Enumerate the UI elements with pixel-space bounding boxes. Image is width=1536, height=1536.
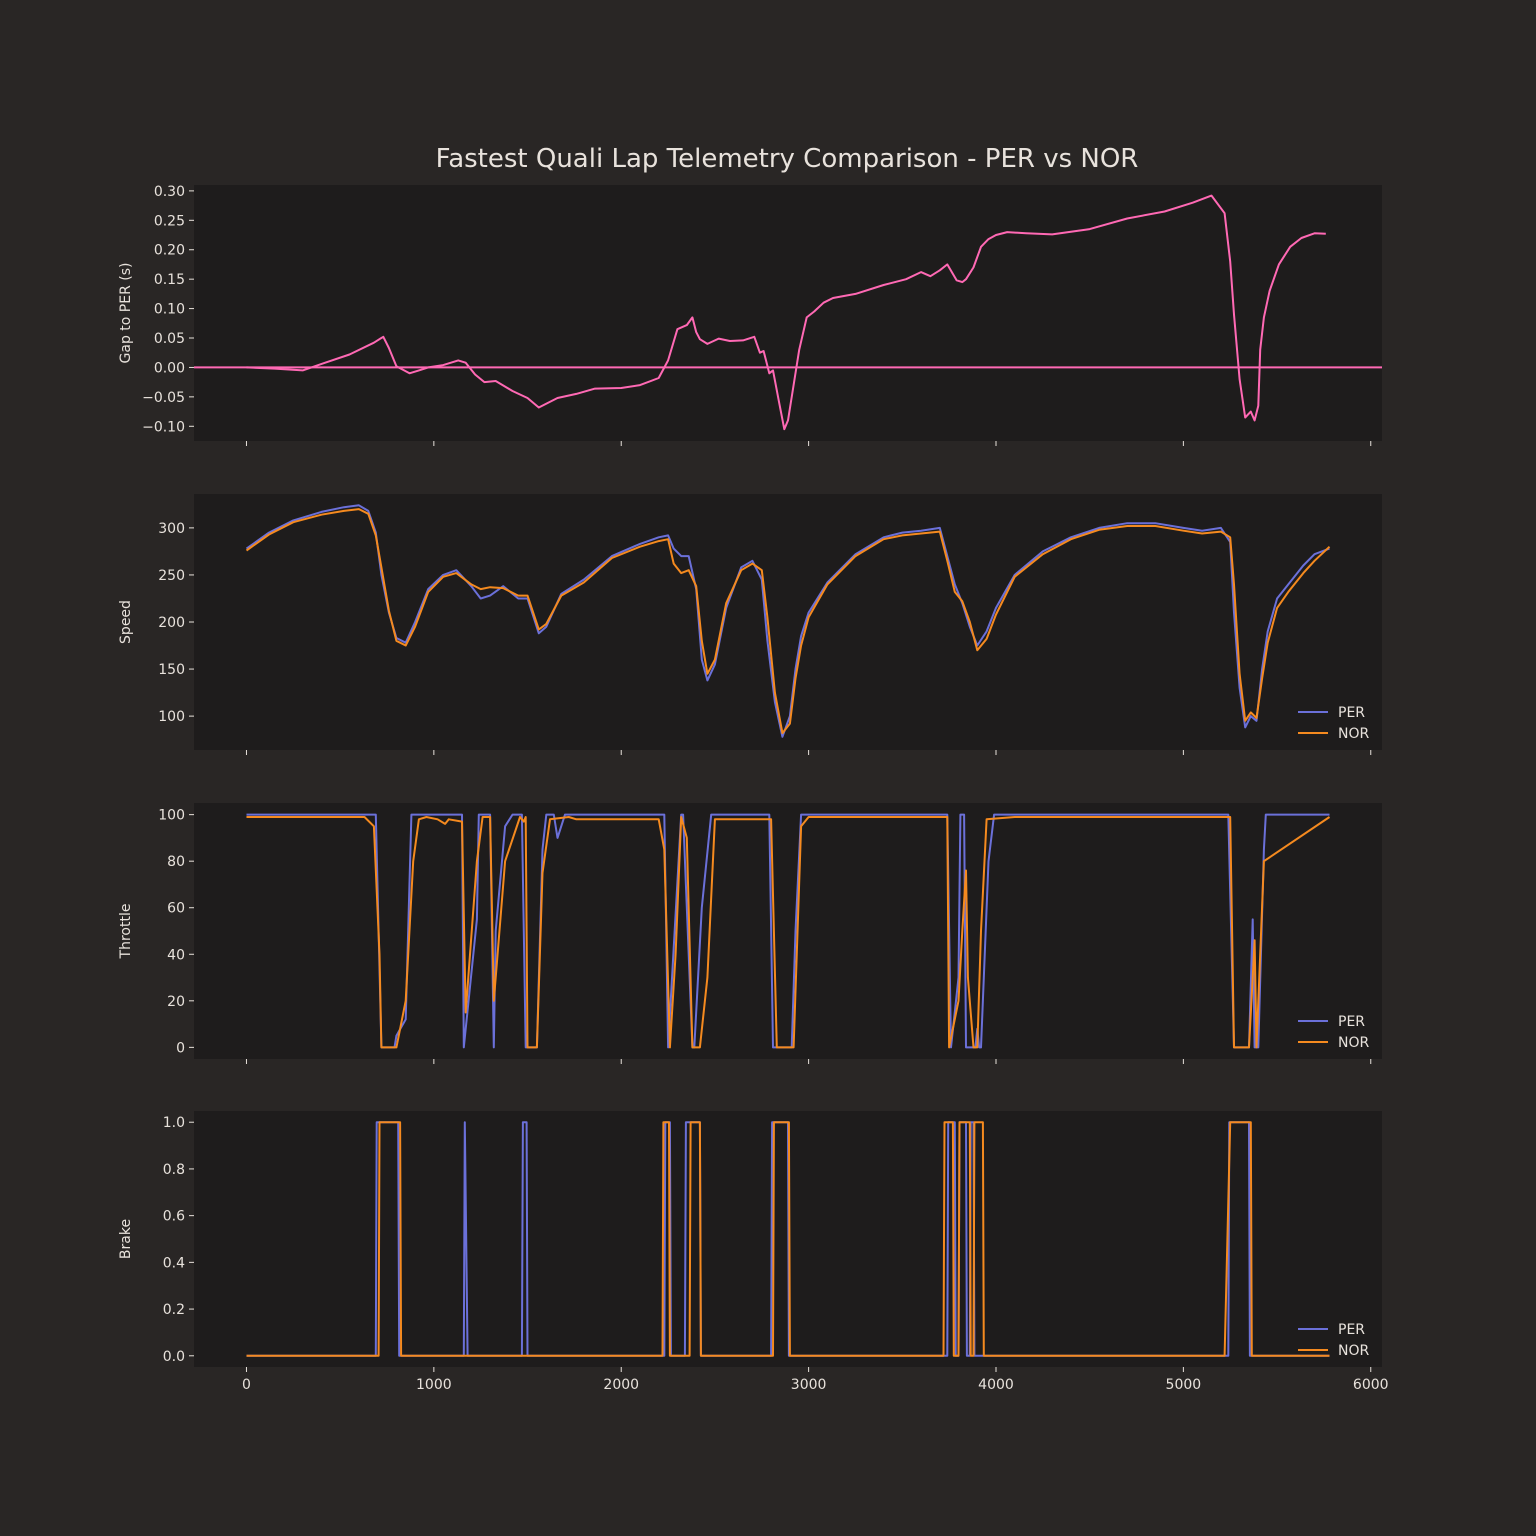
y-tick-label: −0.05 xyxy=(142,390,185,406)
y-tick-label: 0.30 xyxy=(154,184,185,200)
legend-label-nor: NOR xyxy=(1338,726,1369,742)
legend-throttle: PER NOR xyxy=(1298,1014,1369,1051)
panel-gap: −0.10 −0.05 0.00 0.05 0.10 0.15 0.20 0.25 0.30 Ga… xyxy=(118,184,1382,446)
legend-label-nor: NOR xyxy=(1338,1343,1369,1359)
y-tick-label: 250 xyxy=(158,568,185,584)
y-tick-label: 0.20 xyxy=(154,243,185,259)
legend-label-per: PER xyxy=(1338,705,1365,721)
plot-area-speed xyxy=(245,504,1331,738)
y-axis-label: Gap to PER (s) xyxy=(118,263,134,364)
legend-speed: PER NOR xyxy=(1298,705,1369,742)
y-tick-label: 40 xyxy=(167,947,185,963)
y-tick-label: 0.25 xyxy=(154,213,185,229)
y-tick-label: 1.0 xyxy=(163,1115,185,1131)
chart-panels: −0.10−0.050.000.050.100.150.200.250.30Ga… xyxy=(118,184,1389,1393)
y-tick-label: 60 xyxy=(167,901,185,917)
legend-label-nor: NOR xyxy=(1338,1035,1369,1051)
plot-area-throttle xyxy=(246,813,1331,1049)
y-tick-label: 300 xyxy=(158,521,185,537)
y-axis-label: Speed xyxy=(118,600,134,644)
y-axis-label: Brake xyxy=(118,1219,134,1259)
panel-throttle: 0 20 40 60 80 100 Throttle PER NOR xyxy=(118,803,1382,1064)
y-tick-label: 0.15 xyxy=(154,272,185,288)
legend-label-per: PER xyxy=(1338,1014,1365,1030)
x-tick-label: 0 xyxy=(242,1377,251,1393)
series-line-nor xyxy=(245,508,1331,735)
axes-background-throttle xyxy=(194,803,1382,1059)
y-tick-label: 150 xyxy=(158,662,185,678)
y-tick-label: 100 xyxy=(158,709,185,725)
y-tick-label: 200 xyxy=(158,615,185,631)
series-line-nor xyxy=(246,1121,1330,1357)
x-tick-label: 5000 xyxy=(1166,1377,1202,1393)
y-axis-label: Throttle xyxy=(118,904,134,960)
y-tick-label: 0.2 xyxy=(163,1302,185,1318)
series-line-gap xyxy=(246,194,1326,431)
plot-area-gap xyxy=(194,194,1382,431)
y-tick-label: −0.10 xyxy=(142,419,185,435)
panel-brake: 0.0 0.2 0.4 0.6 0.8 1.0 0 1000 2000 3000 4000 5000 6… xyxy=(118,1111,1389,1393)
y-tick-label: 0.00 xyxy=(154,360,185,376)
y-tick-label: 0 xyxy=(176,1040,185,1056)
panel-speed: 100 150 200 250 300 Speed PER NOR xyxy=(118,494,1382,755)
y-tick-label: 0.4 xyxy=(163,1255,185,1271)
y-tick-label: 0.0 xyxy=(163,1349,185,1365)
x-tick-label: 6000 xyxy=(1353,1377,1389,1393)
y-tick-label: 80 xyxy=(167,854,185,870)
x-tick-label: 3000 xyxy=(791,1377,827,1393)
y-tick-label: 100 xyxy=(158,808,185,824)
series-line-per xyxy=(245,504,1330,738)
plot-area-brake xyxy=(246,1121,1330,1357)
y-tick-label: 0.10 xyxy=(154,302,185,318)
x-tick-label: 1000 xyxy=(416,1377,452,1393)
x-tick-label: 4000 xyxy=(978,1377,1014,1393)
series-line-nor xyxy=(246,816,1331,1049)
x-tick-label: 2000 xyxy=(603,1377,639,1393)
axes-background-gap xyxy=(194,185,1382,441)
y-tick-label: 0.05 xyxy=(154,331,185,347)
figure-title: Fastest Quali Lap Telemetry Comparison -… xyxy=(436,144,1139,174)
y-tick-label: 20 xyxy=(167,994,185,1010)
legend-brake: PER NOR xyxy=(1298,1322,1369,1359)
y-tick-label: 0.6 xyxy=(163,1209,185,1225)
legend-label-per: PER xyxy=(1338,1322,1365,1338)
y-tick-label: 0.8 xyxy=(163,1162,185,1178)
